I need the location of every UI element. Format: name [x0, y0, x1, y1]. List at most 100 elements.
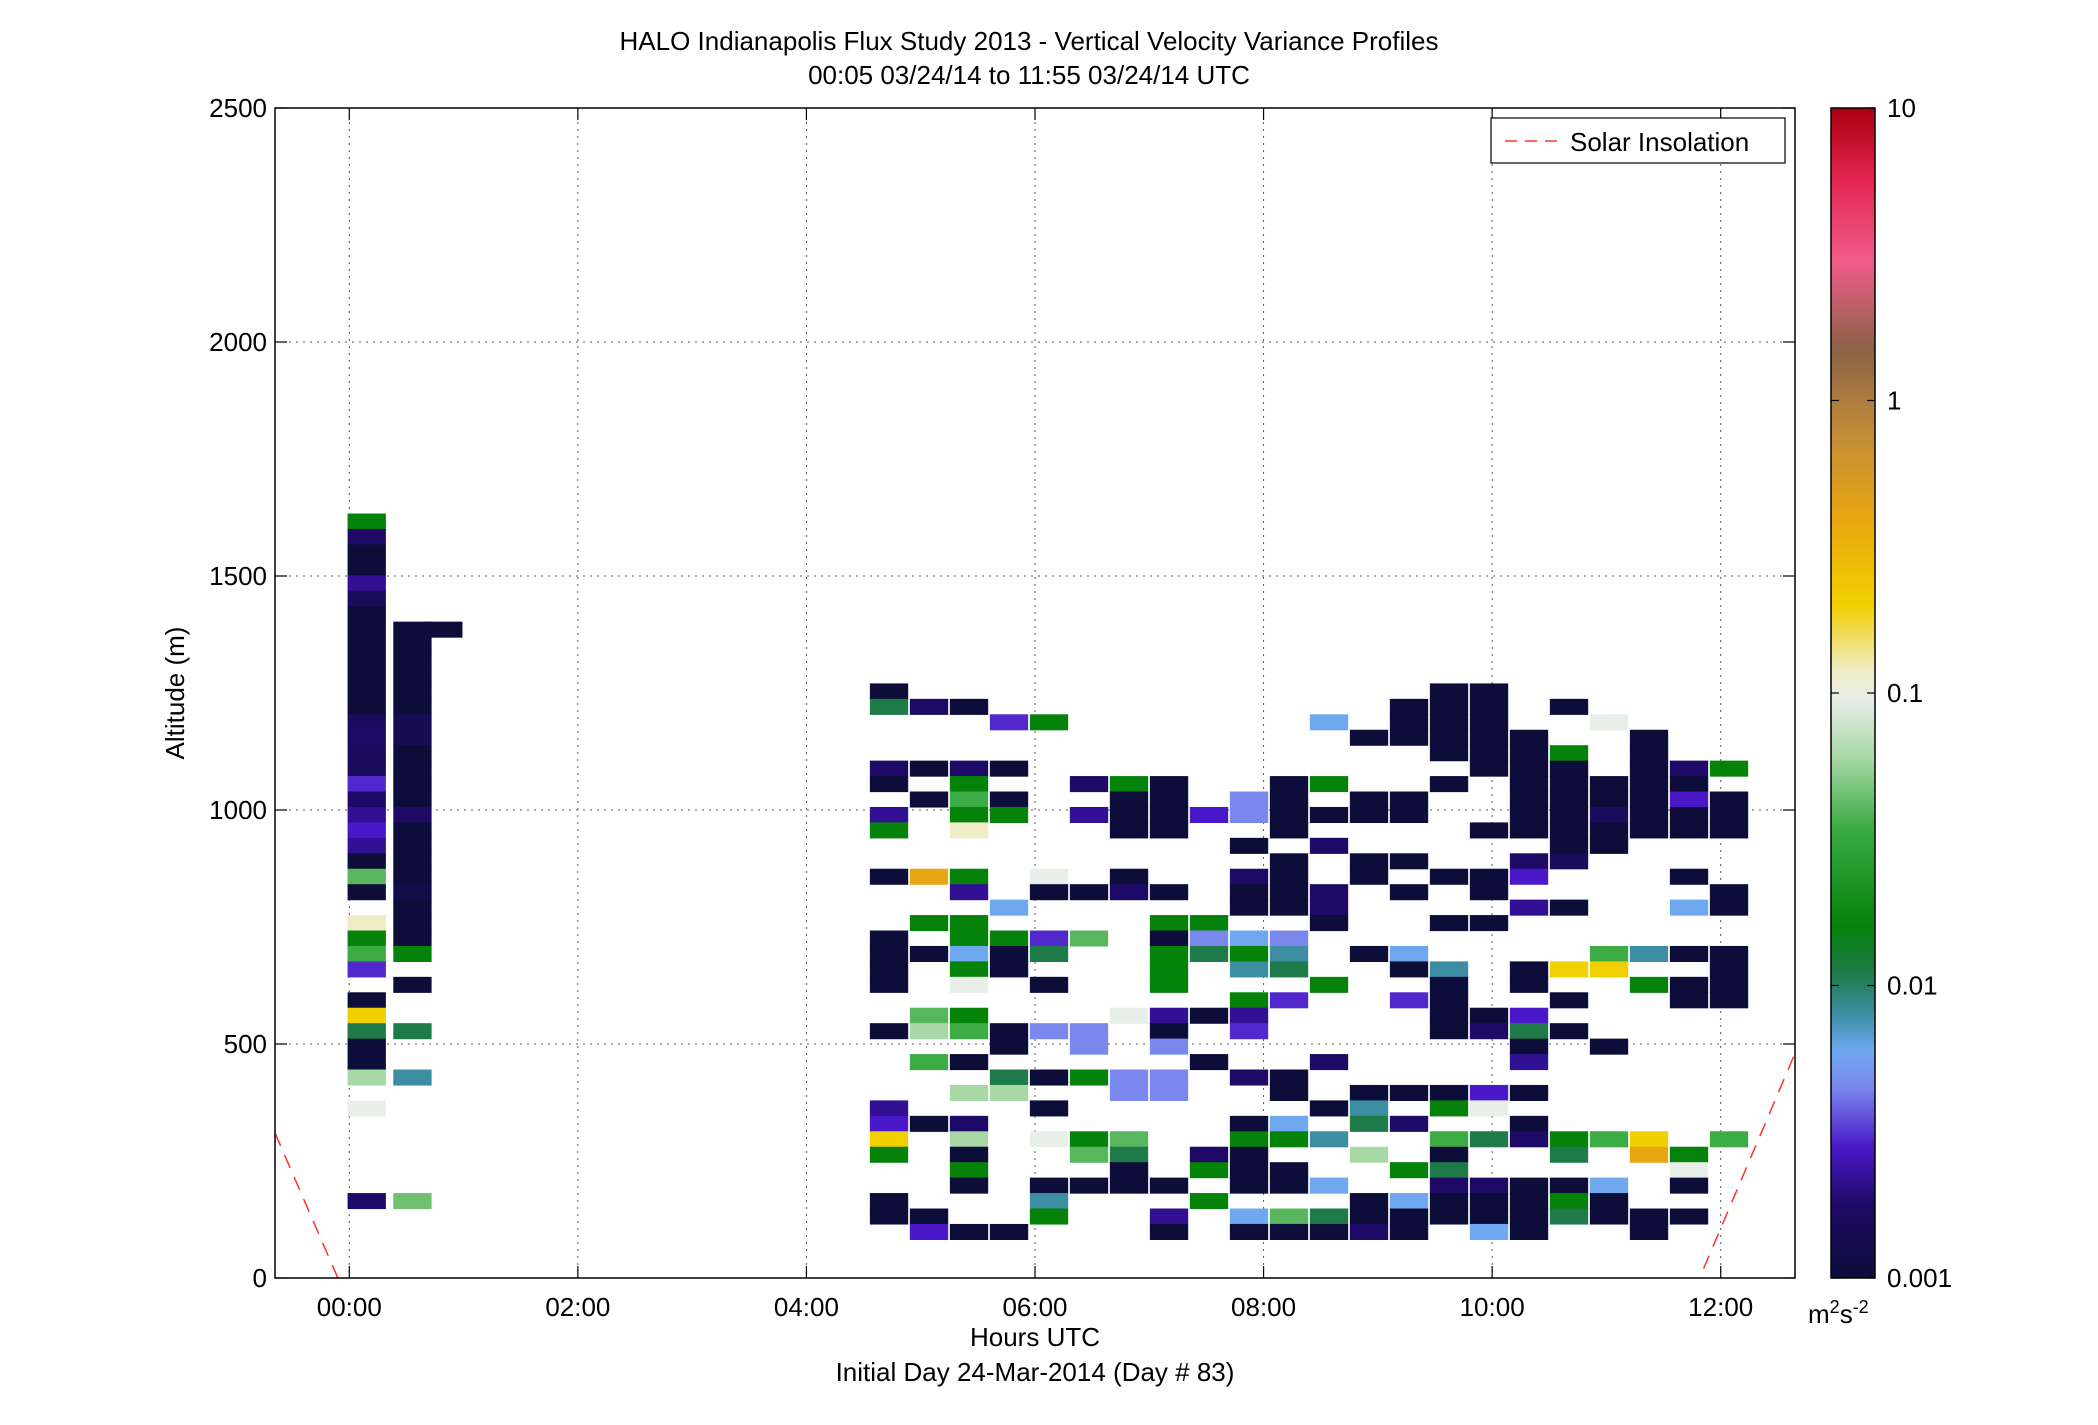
variance-cell — [1229, 868, 1269, 885]
variance-cell — [347, 853, 386, 870]
variance-cell — [1629, 760, 1669, 777]
variance-cell — [1389, 806, 1429, 824]
variance-cell — [347, 915, 386, 932]
variance-cell — [1389, 1208, 1429, 1225]
variance-cell — [869, 698, 909, 715]
variance-cell — [1509, 868, 1549, 885]
variance-cell — [1469, 822, 1509, 839]
variance-cell — [1669, 868, 1709, 885]
variance-cell — [347, 776, 386, 793]
variance-cell — [1709, 1131, 1749, 1148]
variance-cell — [1269, 1177, 1309, 1194]
variance-cell — [1389, 791, 1429, 808]
y-tick-label: 1500 — [209, 561, 267, 591]
variance-cell — [347, 930, 386, 947]
variance-cell — [393, 714, 432, 731]
variance-cell — [1629, 976, 1669, 993]
variance-cell — [909, 1007, 949, 1024]
variance-cell — [989, 961, 1029, 978]
variance-cell — [347, 544, 386, 561]
variance-cell — [869, 1146, 909, 1163]
variance-cell — [1509, 1023, 1549, 1040]
variance-cell — [393, 853, 432, 870]
variance-cell — [1029, 1023, 1069, 1040]
variance-cell — [1549, 1177, 1589, 1194]
variance-cell — [1629, 806, 1669, 824]
variance-cell — [1509, 1054, 1549, 1071]
variance-cell — [989, 806, 1029, 824]
variance-cell — [347, 714, 386, 731]
variance-cell — [1629, 1131, 1669, 1148]
variance-cell — [869, 1208, 909, 1225]
variance-cell — [1549, 899, 1589, 916]
variance-cell — [989, 1023, 1029, 1040]
variance-cell — [1149, 822, 1189, 839]
variance-cell — [1149, 961, 1189, 978]
variance-cell — [949, 760, 989, 777]
variance-cell — [1469, 760, 1509, 777]
y-axis-label: Altitude (m) — [160, 627, 190, 760]
variance-cell — [1589, 1208, 1629, 1225]
x-tick-label: 00:00 — [317, 1292, 382, 1322]
variance-cell — [1589, 1177, 1629, 1194]
variance-cell — [393, 729, 432, 746]
legend: Solar Insolation — [1490, 117, 1786, 164]
variance-cell — [869, 683, 909, 700]
variance-cell — [1189, 930, 1229, 947]
variance-cell — [1389, 714, 1429, 731]
variance-cell — [1669, 776, 1709, 793]
variance-cell — [1709, 945, 1749, 962]
variance-cell — [1309, 1100, 1349, 1117]
variance-cell — [1029, 1208, 1069, 1225]
variance-cell — [1029, 976, 1069, 993]
variance-cell — [1029, 1069, 1069, 1086]
variance-cell — [1029, 714, 1069, 731]
variance-cell — [1149, 915, 1189, 932]
variance-cell — [1269, 791, 1309, 808]
colorbar-units-s: s — [1840, 1299, 1853, 1329]
variance-cell — [1309, 1177, 1349, 1194]
variance-cell — [393, 698, 432, 715]
variance-cell — [1029, 868, 1069, 885]
colorbar-tick-label: 10 — [1887, 93, 1916, 123]
x-tick-label: 04:00 — [774, 1292, 839, 1322]
variance-cell — [1669, 1208, 1709, 1225]
variance-cell — [1109, 1084, 1149, 1101]
variance-cell — [1389, 961, 1429, 978]
variance-cell — [1669, 992, 1709, 1009]
variance-cell — [1669, 945, 1709, 962]
variance-cell — [1429, 1146, 1469, 1163]
variance-cell — [909, 1208, 949, 1225]
variance-cell — [393, 945, 432, 962]
variance-cell — [1669, 822, 1709, 839]
variance-cell — [1669, 899, 1709, 916]
variance-cell — [1389, 1115, 1429, 1132]
variance-cell — [1629, 822, 1669, 839]
solar-insolation-lines — [274, 1053, 1796, 1279]
variance-cell — [1069, 1131, 1109, 1148]
variance-cell — [909, 915, 949, 932]
x-axis-sublabel: Initial Day 24-Mar-2014 (Day # 83) — [836, 1357, 1235, 1387]
variance-cell — [1429, 1162, 1469, 1179]
variance-cell — [909, 1115, 949, 1132]
variance-cell — [1509, 853, 1549, 870]
variance-cell — [1269, 868, 1309, 885]
variance-cell — [1269, 1208, 1309, 1225]
variance-cell — [1509, 1038, 1549, 1055]
variance-cell — [949, 1146, 989, 1163]
variance-cell — [869, 1100, 909, 1117]
variance-cell — [1269, 776, 1309, 793]
variance-cell — [949, 868, 989, 885]
variance-cell — [989, 714, 1029, 731]
variance-cell — [347, 1023, 386, 1040]
variance-cell — [393, 1023, 432, 1040]
variance-cell — [1189, 1162, 1229, 1179]
variance-cell — [1509, 760, 1549, 777]
variance-cell — [1429, 1007, 1469, 1024]
variance-cell — [1669, 806, 1709, 824]
variance-cell — [347, 559, 386, 576]
variance-cell — [989, 1084, 1029, 1101]
variance-cell — [869, 1193, 909, 1210]
variance-cell — [1149, 1084, 1189, 1101]
variance-cell — [1029, 930, 1069, 947]
